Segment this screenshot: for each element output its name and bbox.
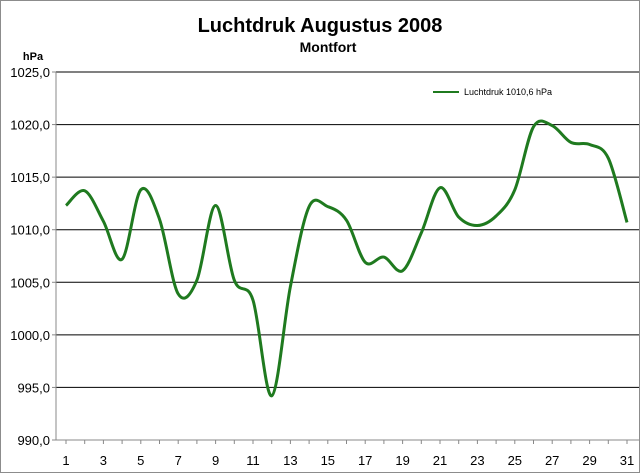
data-point — [270, 394, 273, 397]
y-tick-label: 1020,0 — [10, 118, 50, 133]
x-tick-label: 21 — [433, 453, 447, 468]
data-point — [551, 124, 554, 127]
series-line-luchtdruk — [64, 119, 629, 398]
axes — [52, 71, 639, 444]
data-point — [513, 188, 516, 191]
x-tick-label: 15 — [321, 453, 335, 468]
x-tick-labels: 1 3 5 7 9 11 13 15 17 19 21 23 25 27 29 31 — [62, 453, 634, 468]
x-tick-label: 9 — [212, 453, 219, 468]
y-tick-labels: 990,0 995,0 1000,0 1005,0 1010,0 1015,0 1020,0… — [10, 65, 50, 448]
data-point — [364, 261, 367, 264]
data-point — [345, 219, 348, 222]
data-point — [289, 285, 292, 288]
data-point — [457, 216, 460, 219]
data-point — [195, 279, 198, 282]
x-tick-label: 7 — [175, 453, 182, 468]
data-point — [626, 221, 629, 224]
y-tick-label: 1025,0 — [10, 65, 50, 80]
y-tick-label: 1015,0 — [10, 170, 50, 185]
data-point — [158, 218, 161, 221]
data-point — [588, 143, 591, 146]
data-point — [607, 157, 610, 160]
data-point — [326, 205, 329, 208]
data-point — [139, 188, 142, 191]
x-tick-label: 29 — [582, 453, 596, 468]
chart-subtitle: Montfort — [300, 39, 357, 55]
series-layer — [64, 119, 629, 398]
x-tick-label: 19 — [395, 453, 409, 468]
legend-label: Luchtdruk 1010,6 hPa — [464, 87, 552, 97]
x-tick-label: 27 — [545, 453, 559, 468]
y-tick-label: 1010,0 — [10, 223, 50, 238]
data-point — [214, 204, 217, 207]
data-point — [439, 186, 442, 189]
x-tick-label: 13 — [283, 453, 297, 468]
x-tick-label: 31 — [620, 453, 634, 468]
grid-lines — [56, 71, 639, 388]
legend: Luchtdruk 1010,6 hPa — [433, 87, 552, 97]
y-tick-label: 990,0 — [17, 433, 50, 448]
data-point — [382, 256, 385, 259]
y-axis-label: hPa — [23, 51, 44, 63]
x-tick-label: 17 — [358, 453, 372, 468]
x-tick-label: 23 — [470, 453, 484, 468]
x-tick-label: 11 — [246, 453, 260, 468]
data-point — [495, 215, 498, 218]
x-tick-label: 5 — [137, 453, 144, 468]
data-point — [121, 258, 124, 261]
y-tick-label: 1000,0 — [10, 328, 50, 343]
data-point — [65, 204, 68, 207]
data-point — [532, 125, 535, 128]
x-tick-label: 1 — [62, 453, 69, 468]
data-point — [401, 269, 404, 272]
data-point — [177, 292, 180, 295]
x-tick-label: 3 — [100, 453, 107, 468]
data-point — [252, 299, 255, 302]
data-point — [83, 189, 86, 192]
y-tick-label: 995,0 — [17, 380, 50, 395]
data-point — [420, 231, 423, 234]
chart-title: Luchtdruk Augustus 2008 — [198, 15, 443, 37]
data-point — [476, 224, 479, 227]
data-point — [569, 141, 572, 144]
data-point — [233, 279, 236, 282]
x-tick-label: 25 — [508, 453, 522, 468]
data-point — [102, 220, 105, 223]
data-point — [308, 205, 311, 208]
y-tick-label: 1005,0 — [10, 275, 50, 290]
